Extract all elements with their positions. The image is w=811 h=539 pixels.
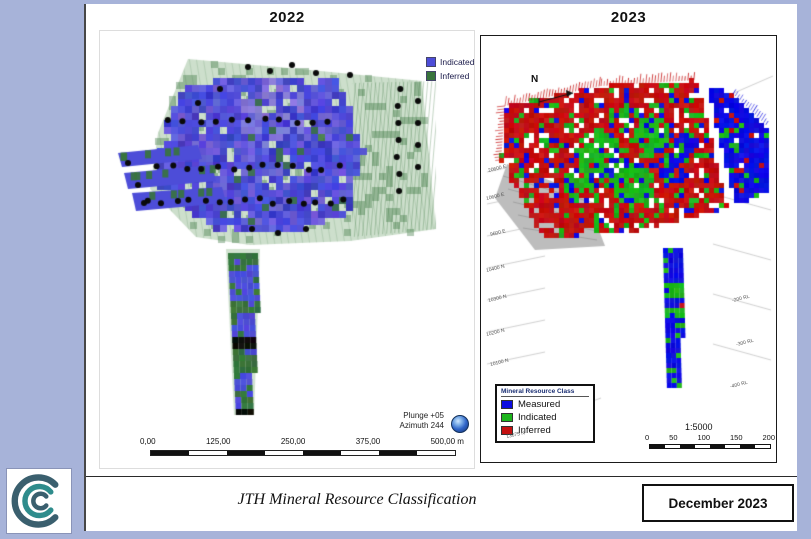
slide-body: 2022 2023 Indicated Inferred Plunge +05 … [84, 4, 797, 531]
legend-title: Mineral Resource Class [501, 388, 589, 397]
date-box: December 2023 [642, 484, 794, 522]
scale-tick: 50 [669, 433, 678, 442]
azimuth-label: Azimuth 244 [399, 421, 444, 431]
inferred-swatch [501, 426, 513, 435]
globe-icon [451, 415, 469, 433]
scale-tick: 200 [762, 433, 775, 442]
footer-divider [86, 476, 797, 477]
legend-item-indicated: Indicated [426, 57, 475, 67]
legend-2022: Indicated Inferred [426, 57, 475, 81]
measured-swatch [501, 400, 513, 409]
scale-tick: 100 [697, 433, 710, 442]
indicated-swatch [501, 413, 513, 422]
scale-bar-2023 [649, 444, 771, 449]
scale-labels-2022: 0,00 125,00 250,00 375,00 500,00 m [140, 437, 464, 446]
model-2022-canvas [100, 31, 474, 468]
panel-title-2022: 2022 [269, 9, 305, 26]
scale-tick: 375,00 [355, 437, 381, 446]
company-logo-icon [11, 474, 59, 528]
date-label: December 2023 [668, 495, 768, 511]
indicated-swatch [426, 57, 436, 67]
view-orientation: Plunge +05 Azimuth 244 [380, 411, 444, 432]
inferred-swatch [426, 71, 436, 81]
legend-item-inferred: Inferred [501, 425, 589, 436]
legend-label: Measured [518, 399, 561, 410]
legend-label: Inferred [518, 425, 551, 436]
legend-label: Indicated [518, 412, 557, 423]
model-2022-panel: Indicated Inferred Plunge +05 Azimuth 24… [99, 30, 475, 469]
legend-label: Indicated [440, 57, 475, 67]
legend-2023: Mineral Resource Class Measured Indicate… [495, 384, 595, 443]
legend-item-measured: Measured [501, 399, 589, 410]
scale-bar-2022 [150, 450, 456, 456]
plunge-label: Plunge +05 [403, 411, 444, 420]
scale-tick: 0 [645, 433, 650, 442]
company-logo [6, 468, 72, 534]
scale-labels-2023: 0 50 100 150 200 [645, 433, 775, 442]
legend-item-inferred: Inferred [426, 71, 475, 81]
scale-tick: 125,00 [205, 437, 231, 446]
model-2023-panel: N Mineral Resource Class Measured Indica… [480, 35, 777, 463]
slide-caption: JTH Mineral Resource Classification [237, 491, 477, 508]
north-arrow-label: N [531, 74, 539, 85]
legend-item-indicated: Indicated [501, 412, 589, 423]
scale-tick: 0,00 [140, 437, 156, 446]
scale-tick: 500,00 m [430, 437, 464, 446]
panel-title-2023: 2023 [610, 9, 647, 26]
legend-label: Inferred [440, 71, 470, 81]
scale-ratio: 1:5000 [685, 422, 713, 432]
scale-tick: 150 [729, 433, 743, 442]
scale-tick: 250,00 [280, 437, 306, 446]
